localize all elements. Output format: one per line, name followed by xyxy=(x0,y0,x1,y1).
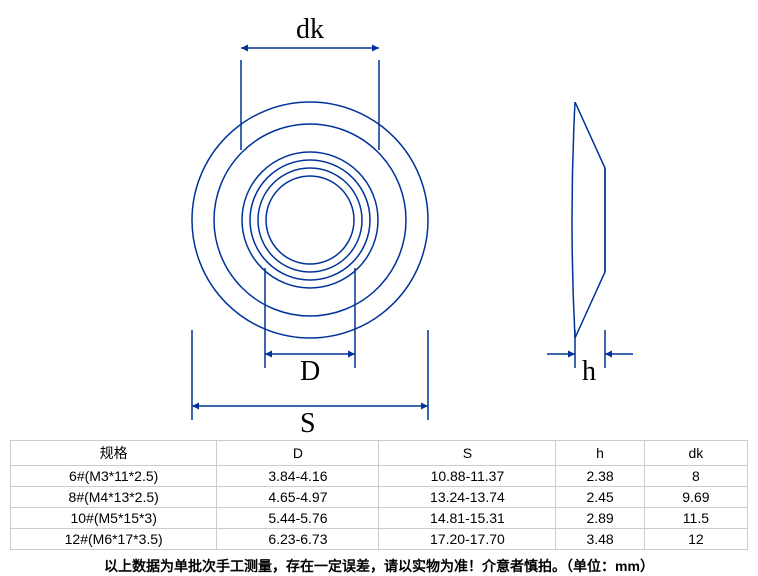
table-cell: 3.84-4.16 xyxy=(217,466,379,487)
table-cell: 8#(M4*13*2.5) xyxy=(11,487,217,508)
label-S: S xyxy=(300,408,316,440)
table-header: h xyxy=(556,441,644,466)
table-cell: 4.65-4.97 xyxy=(217,487,379,508)
table-cell: 14.81-15.31 xyxy=(379,508,556,529)
table-row: 10#(M5*15*3)5.44-5.7614.81-15.312.8911.5 xyxy=(11,508,748,529)
table-header: D xyxy=(217,441,379,466)
table-cell: 9.69 xyxy=(644,487,747,508)
table-header: 规格 xyxy=(11,441,217,466)
table-cell: 11.5 xyxy=(644,508,747,529)
table-row: 8#(M4*13*2.5)4.65-4.9713.24-13.742.459.6… xyxy=(11,487,748,508)
footnote: 以上数据为单批次手工测量，存在一定误差，请以实物为准！介意者慎拍。（单位：mm） xyxy=(0,556,758,576)
table-cell: 6.23-6.73 xyxy=(217,529,379,550)
table-row: 6#(M3*11*2.5)3.84-4.1610.88-11.372.388 xyxy=(11,466,748,487)
spec-table: 规格DShdk6#(M3*11*2.5)3.84-4.1610.88-11.37… xyxy=(10,440,748,550)
table-row: 12#(M6*17*3.5)6.23-6.7317.20-17.703.4812 xyxy=(11,529,748,550)
table-cell: 12 xyxy=(644,529,747,550)
table-cell: 2.45 xyxy=(556,487,644,508)
table-cell: 2.38 xyxy=(556,466,644,487)
table-cell: 12#(M6*17*3.5) xyxy=(11,529,217,550)
table-header: S xyxy=(379,441,556,466)
table-cell: 5.44-5.76 xyxy=(217,508,379,529)
label-h: h xyxy=(582,356,596,388)
table-cell: 3.48 xyxy=(556,529,644,550)
table-cell: 10.88-11.37 xyxy=(379,466,556,487)
table-cell: 17.20-17.70 xyxy=(379,529,556,550)
table-cell: 10#(M5*15*3) xyxy=(11,508,217,529)
label-dk: dk xyxy=(296,14,324,46)
drawing-svg xyxy=(0,0,758,440)
label-D: D xyxy=(300,356,320,388)
technical-drawing: dk D S h xyxy=(0,0,758,440)
table-cell: 13.24-13.74 xyxy=(379,487,556,508)
table-cell: 6#(M3*11*2.5) xyxy=(11,466,217,487)
table-cell: 8 xyxy=(644,466,747,487)
table-cell: 2.89 xyxy=(556,508,644,529)
table-header: dk xyxy=(644,441,747,466)
